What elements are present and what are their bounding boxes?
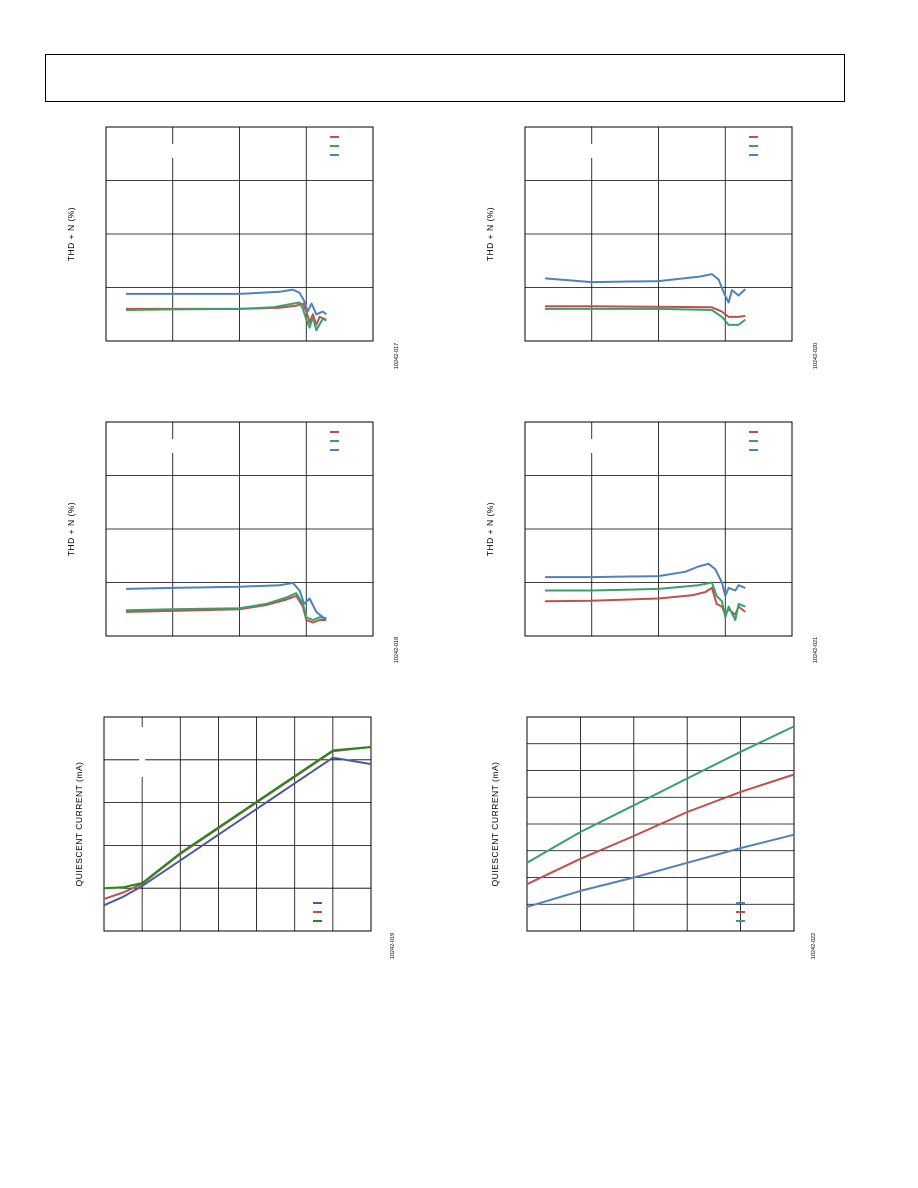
label-mask bbox=[169, 439, 176, 453]
figure-code: 10242-017 bbox=[394, 343, 400, 369]
figure-code: 10242-018 bbox=[394, 637, 400, 663]
label-mask bbox=[588, 439, 595, 453]
y-axis-label: THD + N (%) bbox=[66, 502, 76, 556]
plot-frame bbox=[103, 716, 372, 932]
page-header-box bbox=[45, 54, 845, 102]
y-axis-label: QUIESCENT CURRENT (mA) bbox=[490, 762, 500, 887]
figure-code: 10242-021 bbox=[813, 637, 819, 663]
series-line-2 bbox=[545, 581, 746, 621]
figure-code: 10242-022 bbox=[811, 933, 817, 959]
y-axis-label: QUIESCENT CURRENT (mA) bbox=[74, 762, 84, 887]
series-line-3 bbox=[544, 273, 746, 304]
series-line-3 bbox=[545, 562, 746, 597]
y-axis-label: THD + N (%) bbox=[485, 207, 495, 261]
label-mask bbox=[169, 144, 176, 158]
series-line-1 bbox=[126, 302, 327, 326]
series-line-1 bbox=[103, 756, 372, 907]
chart-thd-1: THD + N (%) 10242-017 bbox=[66, 126, 400, 369]
series-line-1 bbox=[545, 305, 746, 318]
chart-thd-4: THD + N (%) 10242-021 bbox=[485, 421, 819, 663]
series-line-2 bbox=[125, 301, 327, 332]
series-line-1 bbox=[544, 586, 746, 616]
label-mask bbox=[139, 727, 146, 777]
series-line-2 bbox=[125, 592, 327, 621]
series-line-2 bbox=[545, 307, 746, 326]
series-line-3 bbox=[526, 725, 795, 864]
figure-code: 10242-020 bbox=[813, 343, 819, 369]
chart-thd-3: THD + N (%) 10242-018 bbox=[66, 421, 400, 663]
series-line-1 bbox=[125, 594, 327, 624]
figure-code: 10242-019 bbox=[390, 933, 396, 959]
chart-iq-2: QUIESCENT CURRENT (mA) 10242-022 bbox=[490, 716, 817, 959]
series-line-3 bbox=[126, 288, 327, 316]
series-line-3 bbox=[125, 582, 327, 620]
series-line-2 bbox=[526, 773, 795, 886]
y-axis-label: THD + N (%) bbox=[66, 207, 76, 261]
series-line-3 bbox=[103, 746, 372, 890]
chart-thd-2: THD + N (%) 10242-020 bbox=[485, 126, 819, 369]
y-axis-label: THD + N (%) bbox=[485, 502, 495, 556]
chart-iq-1: QUIESCENT CURRENT (mA) 10242-019 bbox=[74, 716, 396, 959]
label-mask bbox=[588, 144, 595, 158]
series-line-1 bbox=[526, 833, 795, 908]
